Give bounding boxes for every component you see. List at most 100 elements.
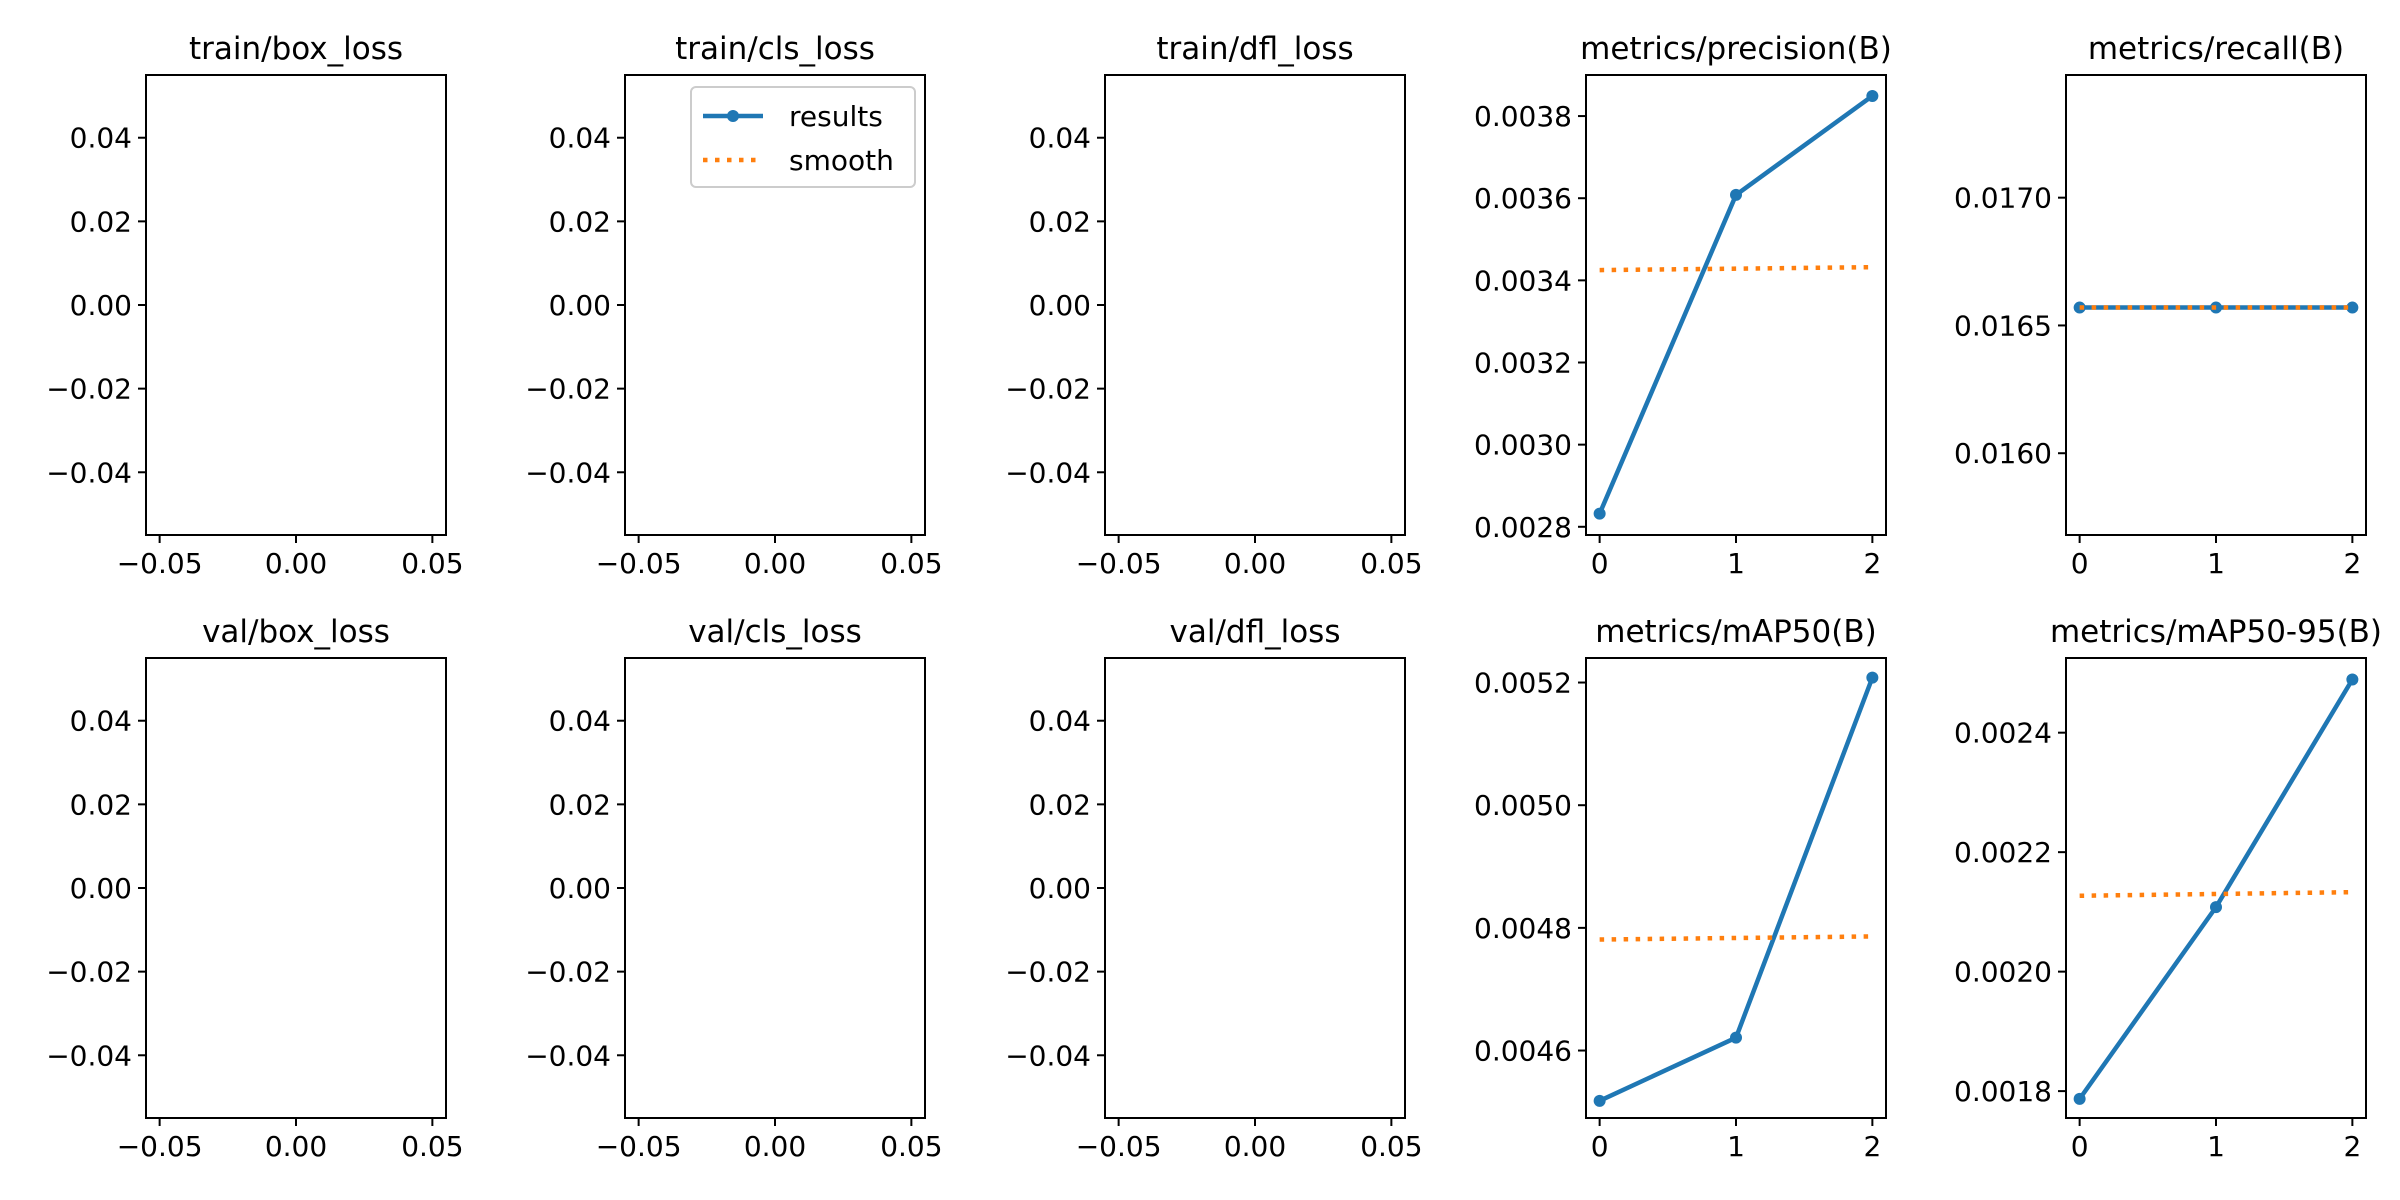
x-tick-label: 0 — [2071, 547, 2089, 580]
legend-smooth-label: smooth — [789, 144, 894, 177]
y-tick-label: 0.04 — [1029, 705, 1091, 738]
chart-panel-6: val/cls_loss −0.05 0.00 0.05 −0.04 −0.02 0.00 0… — [525, 614, 942, 1163]
y-tick-label: 0.00 — [70, 289, 132, 322]
x-tick-label: −0.05 — [596, 547, 682, 580]
y-tick-label: 0.0165 — [1954, 309, 2052, 342]
chart-panel-4: metrics/recall(B) 0 1 2 0.0160 0.0165 0.0170 — [1954, 31, 2367, 580]
x-tick-label: 1 — [1727, 1130, 1745, 1163]
x-tick-label: −0.05 — [117, 1130, 203, 1163]
x-tick-label: 2 — [2343, 547, 2361, 580]
y-tick-label: −0.04 — [525, 456, 611, 489]
y-tick-label: −0.04 — [525, 1039, 611, 1072]
chart-title: val/cls_loss — [688, 614, 862, 650]
y-tick-label: 0.00 — [1029, 872, 1091, 905]
y-tick-label: 0.0038 — [1474, 100, 1572, 133]
y-tick-label: 0.00 — [70, 872, 132, 905]
y-tick-label: 0.02 — [1029, 205, 1091, 238]
smooth-series-line — [2079, 889, 2353, 899]
y-tick-label: 0.0160 — [1954, 437, 2052, 470]
x-tick-label: 0.00 — [1224, 547, 1286, 580]
chart-panel-8: metrics/mAP50(B) 0 1 2 0.0046 0.0048 0.0050 0.0… — [1474, 614, 1887, 1163]
results-point — [1593, 1094, 1606, 1107]
y-tick-label: 0.02 — [549, 788, 611, 821]
y-tick-label: 0.04 — [70, 122, 132, 155]
y-tick-label: 0.0046 — [1474, 1035, 1572, 1068]
y-tick-label: 0.02 — [1029, 788, 1091, 821]
chart-title: metrics/recall(B) — [2088, 31, 2344, 67]
chart-panel-5: val/box_loss −0.05 0.00 0.05 −0.04 −0.02 0.00 0… — [46, 614, 463, 1163]
chart-title: metrics/mAP50-95(B) — [2050, 614, 2382, 650]
chart-panel-0: train/box_loss −0.05 0.00 0.05 −0.04 −0.02 0.0… — [46, 31, 463, 580]
axes-frame — [1104, 657, 1406, 1119]
x-tick-label: 0.05 — [401, 547, 463, 580]
axes-frame — [2065, 657, 2367, 1119]
y-tick-label: 0.02 — [70, 788, 132, 821]
y-tick-label: 0.0028 — [1474, 511, 1572, 544]
x-tick-label: 0 — [1591, 1130, 1609, 1163]
chart-panel-9: metrics/mAP50-95(B) 0 1 2 0.0018 0.0020 0.0022… — [1954, 614, 2382, 1163]
y-tick-label: −0.04 — [1005, 1039, 1091, 1072]
x-tick-label: 0.00 — [265, 547, 327, 580]
y-tick-label: −0.02 — [1005, 956, 1091, 989]
y-tick-label: 0.0032 — [1474, 347, 1572, 380]
chart-title: train/cls_loss — [675, 31, 875, 67]
x-tick-label: 0 — [2071, 1130, 2089, 1163]
x-tick-label: 0.00 — [1224, 1130, 1286, 1163]
y-tick-label: −0.02 — [46, 956, 132, 989]
results-point — [1866, 671, 1879, 684]
axes-frame — [145, 74, 447, 536]
chart-panel-1: train/cls_loss −0.05 0.00 0.05 −0.04 −0.02 0.0… — [525, 31, 942, 580]
chart-title: val/dfl_loss — [1170, 614, 1341, 650]
axes-frame — [1585, 657, 1887, 1119]
x-tick-label: 0.05 — [401, 1130, 463, 1163]
y-tick-label: 0.02 — [549, 205, 611, 238]
y-tick-label: 0.0018 — [1954, 1075, 2052, 1108]
x-tick-label: 0.05 — [1360, 547, 1422, 580]
chart-panel-7: val/dfl_loss −0.05 0.00 0.05 −0.04 −0.02 0.00 0… — [1005, 614, 1422, 1163]
x-tick-label: 0.00 — [265, 1130, 327, 1163]
y-tick-label: 0.0052 — [1474, 667, 1572, 700]
y-tick-label: 0.02 — [70, 205, 132, 238]
y-tick-label: 0.04 — [549, 122, 611, 155]
x-tick-label: 1 — [2207, 1130, 2225, 1163]
x-tick-label: 0.05 — [880, 547, 942, 580]
x-tick-label: 1 — [2207, 547, 2225, 580]
axes-frame — [145, 657, 447, 1119]
results-point — [2210, 901, 2222, 914]
results-point — [1593, 507, 1606, 520]
y-tick-label: −0.04 — [46, 1039, 132, 1072]
y-tick-label: −0.02 — [1005, 373, 1091, 406]
y-tick-label: 0.0170 — [1954, 182, 2052, 215]
results-point — [2346, 673, 2359, 686]
x-tick-label: 2 — [2343, 1130, 2361, 1163]
results-point — [1730, 188, 1742, 201]
legend-results-label: results — [789, 100, 883, 133]
axes-frame — [1104, 74, 1406, 536]
chart-title: train/box_loss — [189, 31, 403, 67]
results-series-line — [2077, 678, 2355, 1101]
chart-title: metrics/mAP50(B) — [1595, 614, 1876, 650]
x-tick-label: 0.05 — [1360, 1130, 1422, 1163]
smooth-series-line — [1599, 934, 1873, 942]
x-tick-label: −0.05 — [1076, 1130, 1162, 1163]
axes-frame — [1585, 74, 1887, 536]
chart-title: val/box_loss — [202, 614, 390, 650]
x-tick-label: 0.00 — [744, 1130, 806, 1163]
y-tick-label: 0.0048 — [1474, 912, 1572, 945]
x-tick-label: 0.00 — [744, 547, 806, 580]
y-tick-label: 0.0024 — [1954, 717, 2052, 750]
chart-panel-2: train/dfl_loss −0.05 0.00 0.05 −0.04 −0.02 0.0… — [1005, 31, 1422, 580]
y-tick-label: −0.02 — [525, 373, 611, 406]
y-tick-label: 0.0022 — [1954, 836, 2052, 869]
y-tick-label: 0.00 — [1029, 289, 1091, 322]
x-tick-label: 1 — [1727, 547, 1745, 580]
x-tick-label: −0.05 — [596, 1130, 682, 1163]
x-tick-label: 2 — [1863, 547, 1881, 580]
y-tick-label: 0.0036 — [1474, 182, 1572, 215]
y-tick-label: 0.0050 — [1474, 789, 1572, 822]
legend: results smooth — [690, 86, 916, 188]
x-tick-label: 2 — [1863, 1130, 1881, 1163]
y-tick-label: −0.04 — [46, 456, 132, 489]
smooth-series-line — [1599, 264, 1873, 273]
